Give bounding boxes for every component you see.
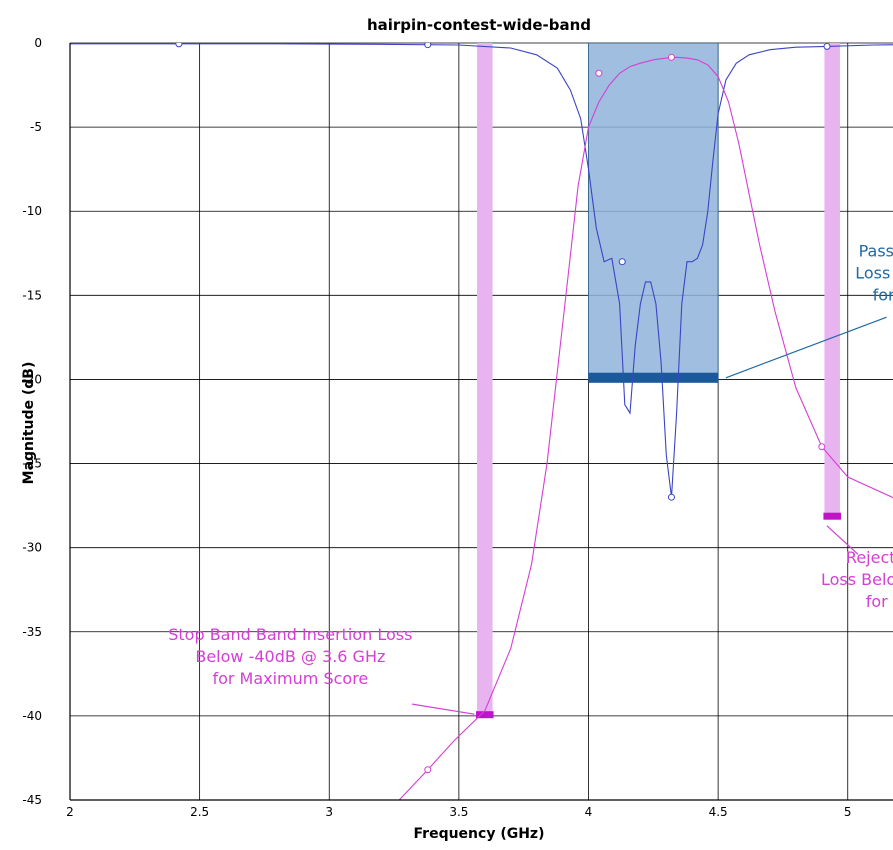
- s21-marker: [424, 766, 432, 774]
- y-tick-label: -35: [22, 625, 42, 639]
- s11-marker: [618, 258, 626, 266]
- x-tick-label: 4: [585, 805, 593, 819]
- s11-line: [70, 43, 893, 498]
- annotation-leader-stopband: [412, 703, 475, 715]
- x-tick-label: 5: [844, 805, 852, 819]
- annotation-leader-rejection: [826, 525, 859, 555]
- x-tick-label: 4.5: [709, 805, 728, 819]
- y-tick-label: 0: [34, 36, 42, 50]
- s11-marker: [667, 493, 675, 501]
- annotation-stopband-line: Stop Band Band Insertion Loss: [168, 625, 412, 644]
- x-tick-label: 3.5: [449, 805, 468, 819]
- stop-band-strip: [824, 43, 840, 516]
- passband-target-bar: [588, 372, 719, 383]
- y-tick-label: -40: [22, 709, 42, 723]
- plot-area: Passband Return Loss Below -20dB for Maxim…: [22, 36, 893, 819]
- y-tick-label: -30: [22, 541, 42, 555]
- s11-marker: [424, 43, 432, 49]
- annotation-passband-line: Loss Below -20dB: [855, 264, 893, 283]
- annotation-rejection-line: Loss Below -27.5dB @ 4.9 GHz: [821, 570, 893, 589]
- stop-band-limit-marker: [476, 711, 494, 719]
- y-tick-label: -10: [22, 204, 42, 218]
- annotation-passband-line: for Maximum: [873, 286, 893, 305]
- x-axis-title: Frequency (GHz): [414, 826, 545, 842]
- annotation-rejection-line: Rejection Band Insertion: [846, 548, 893, 567]
- s21-marker: [595, 69, 603, 77]
- annotation-passband-line: Passband Return: [859, 242, 893, 261]
- y-tick-label: -5: [30, 120, 42, 134]
- y-tick-label: -20: [22, 372, 42, 386]
- y-tick-label: -15: [22, 288, 42, 302]
- x-tick-label: 3: [325, 805, 333, 819]
- y-axis-title: Magnitude (dB): [21, 362, 37, 485]
- s11-marker: [823, 43, 831, 50]
- annotation-stopband-line: Below -40dB @ 3.6 GHz: [195, 647, 385, 666]
- s21-marker: [667, 53, 675, 61]
- stop-band-limit-marker: [823, 512, 841, 520]
- s21-marker: [818, 443, 826, 451]
- y-tick-label: -45: [22, 793, 42, 807]
- stop-band-strip: [477, 43, 493, 715]
- x-tick-label: 2: [66, 805, 74, 819]
- y-tick-label: -25: [22, 457, 42, 471]
- annotation-rejection-line: for Maximum Score: [866, 592, 893, 611]
- annotation-stopband-line: for Maximum Score: [212, 669, 368, 688]
- s11-marker: [175, 43, 183, 48]
- chart-title: hairpin-contest-wide-band: [367, 16, 591, 34]
- plot-content: [70, 43, 893, 800]
- x-tick-label: 2.5: [190, 805, 209, 819]
- annotation-leader-passband: [725, 316, 887, 379]
- passband-region: [588, 43, 719, 380]
